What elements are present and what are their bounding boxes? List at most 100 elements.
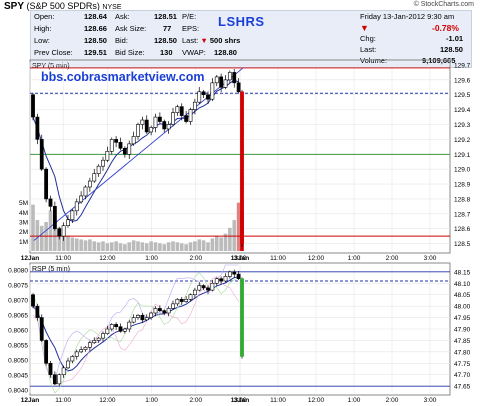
candle-body xyxy=(57,374,62,385)
candle-body xyxy=(201,91,206,96)
candle-body xyxy=(223,79,228,88)
volume-bar xyxy=(96,242,101,251)
left-tick-label: 0.8065 xyxy=(8,313,28,320)
y-tick-label: 47.95 xyxy=(454,315,471,322)
x-tick-label: 12:00 xyxy=(308,397,325,404)
volume-bar xyxy=(101,241,105,251)
candle-body xyxy=(105,328,110,334)
volume-bar xyxy=(114,241,118,251)
candle-body xyxy=(227,72,232,81)
candle-body xyxy=(197,285,202,291)
candle-body xyxy=(140,314,145,321)
quote-bid-size-value: 130 xyxy=(160,48,173,57)
candle-body xyxy=(83,346,88,350)
quote-ask-size: Ask Size: xyxy=(115,24,147,33)
quote-vwap: VWAP: xyxy=(182,48,206,57)
candle-body xyxy=(35,116,40,140)
left-tick-label: 0.8050 xyxy=(8,358,28,365)
x-tick-label: 1:00 xyxy=(348,255,361,262)
candle-body xyxy=(70,210,75,221)
candle-body xyxy=(157,308,162,312)
quote-ask-size-value: 77 xyxy=(163,24,172,33)
volume-bar xyxy=(66,235,70,251)
quote-prev-close: Prev Close: xyxy=(34,48,73,57)
candle-body xyxy=(175,298,180,305)
quote-pe: P/E: xyxy=(182,12,197,21)
rsp-panel-title: RSP (5 min) xyxy=(32,266,70,273)
candle-body xyxy=(153,308,158,314)
candle-body xyxy=(232,72,237,84)
y-tick-label: 47.90 xyxy=(454,327,471,334)
quote-eps: EPS: xyxy=(182,24,200,33)
candle-body xyxy=(122,328,127,332)
price-panel-title: SPY (5 min) xyxy=(32,63,70,70)
volume-bar xyxy=(184,244,188,251)
x-tick-label: 1:00 xyxy=(145,397,158,404)
candle-body xyxy=(114,139,119,143)
candle-body xyxy=(74,201,79,212)
candle-body xyxy=(44,168,49,200)
quote-prev-close-value: 129.51 xyxy=(84,48,107,57)
candle-body xyxy=(188,294,193,300)
quote-open-value: 128.64 xyxy=(84,12,107,21)
quote-high: High: xyxy=(34,24,52,33)
candle-body xyxy=(179,106,184,116)
quote-bid-value: 128.50 xyxy=(154,36,177,45)
y-tick-label: 129.4 xyxy=(454,107,471,114)
volume-bar xyxy=(175,242,180,251)
volume-bar xyxy=(223,233,228,251)
x-tick-label: 11:00 xyxy=(270,397,286,404)
candle-body xyxy=(157,116,162,122)
x-tick-label: 2:00 xyxy=(189,255,202,262)
candle-body xyxy=(219,76,224,88)
change-percent: -0.78% xyxy=(432,23,459,33)
volume-bar xyxy=(140,242,145,251)
x-tick-label: 3:00 xyxy=(234,255,247,262)
x-tick-label: 12Jan xyxy=(21,397,39,404)
candle-body xyxy=(31,294,35,307)
x-tick-label: 2:00 xyxy=(189,397,202,404)
chart-header: SPY (S&P 500 SPDRs) NYSE xyxy=(4,1,121,12)
candle-body xyxy=(35,305,40,318)
y-tick-label: 129.0 xyxy=(454,167,471,174)
left-tick-label: 0.8070 xyxy=(8,298,28,305)
candle-body xyxy=(52,206,57,229)
indicator-line xyxy=(32,275,239,386)
y-tick-label: 48.05 xyxy=(454,292,471,299)
candle-body xyxy=(74,351,79,357)
x-tick-label: 3:00 xyxy=(424,255,437,262)
candle-body xyxy=(87,342,92,348)
left-tick-label: 0.8060 xyxy=(8,328,28,335)
quote-last-trade: Last: ▼ 500 shrs xyxy=(182,36,241,45)
quote-panel xyxy=(30,10,472,68)
candle-body xyxy=(96,165,101,174)
quote-ask-value: 128.51 xyxy=(154,12,177,21)
volume-bar xyxy=(197,239,202,251)
volume-bar xyxy=(123,244,127,251)
quote-last: Last: xyxy=(360,45,377,54)
candle-body xyxy=(232,271,237,275)
x-tick-label: 11:00 xyxy=(55,397,71,404)
left-tick-label: 0.8080 xyxy=(8,268,28,275)
candle-body xyxy=(197,91,202,103)
candle-body xyxy=(214,278,219,284)
candle-body xyxy=(118,142,123,149)
exchange: NYSE xyxy=(102,4,122,11)
candle-body xyxy=(127,143,132,155)
candle-body xyxy=(136,314,140,318)
x-tick-label: 13Jan xyxy=(231,397,249,404)
candle-body xyxy=(92,340,97,344)
candle-body xyxy=(48,362,53,376)
y-tick-label: 128.9 xyxy=(454,182,471,189)
y-tick-label: 128.7 xyxy=(454,211,471,218)
volume-tick-label: 2M xyxy=(19,229,28,236)
candle-body xyxy=(44,340,49,364)
quote-date: Friday 13-Jan-2012 9:30 am xyxy=(360,12,455,21)
y-tick-label: 128.5 xyxy=(454,241,471,248)
volume-bar xyxy=(193,241,197,251)
candle-body xyxy=(219,278,224,282)
candle-body xyxy=(184,115,189,122)
y-tick-label: 128.6 xyxy=(454,226,471,233)
volume-bar xyxy=(210,238,215,251)
volume-bar xyxy=(236,202,241,251)
